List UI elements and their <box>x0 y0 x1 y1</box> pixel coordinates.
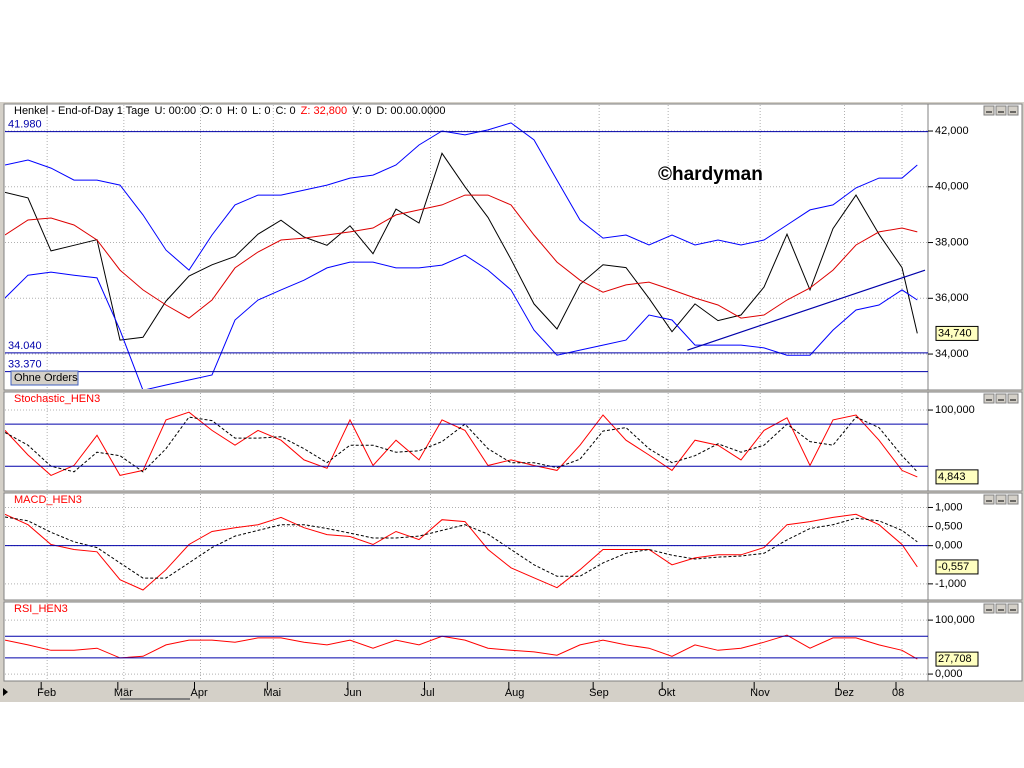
window-button[interactable] <box>1007 603 1019 614</box>
window-button[interactable] <box>995 603 1007 614</box>
x-tick-label: Sep <box>589 687 609 699</box>
y-tick-label: 42,000 <box>935 125 969 137</box>
scroll-arrow[interactable] <box>3 688 8 696</box>
reference-label: 33.370 <box>8 359 42 371</box>
series-line <box>5 254 918 389</box>
panel <box>3 391 1023 492</box>
info-item: U: 00:00 <box>155 105 197 117</box>
panel <box>3 103 1023 391</box>
x-tick-label: Aug <box>505 687 525 699</box>
x-tick-label: Jun <box>344 687 362 699</box>
last-value-label: 34,740 <box>938 327 972 339</box>
series-line <box>5 194 918 319</box>
reference-label: 34.040 <box>8 340 42 352</box>
scroll-thumb[interactable] <box>120 698 190 700</box>
series-line <box>5 513 918 591</box>
series-line <box>5 411 918 478</box>
series-line <box>5 152 918 341</box>
last-value-label: -0,557 <box>938 561 969 573</box>
last-value-label: 27,708 <box>938 653 972 665</box>
y-tick-label: 40,000 <box>935 181 969 193</box>
title-text: Henkel - End-of-Day 1 Tage <box>14 105 150 117</box>
panel-title: MACD_HEN3 <box>14 494 82 506</box>
series-line <box>5 122 918 271</box>
reference-label: 41.980 <box>8 118 42 130</box>
panel <box>3 492 1023 601</box>
y-tick-label: 1,000 <box>935 501 963 513</box>
y-tick-label: 0,000 <box>935 540 963 552</box>
y-tick-label: 34,000 <box>935 348 969 360</box>
info-item: D: 00.00.0000 <box>376 105 445 117</box>
x-tick-label: Apr <box>191 687 208 699</box>
last-value-box <box>935 559 979 575</box>
info-item: V: 0 <box>352 105 371 117</box>
panel-title: Henkel - End-of-Day 1 Tage U: 00:00 O: 0 H:… <box>14 105 445 117</box>
y-tick-label: 100,000 <box>935 614 975 626</box>
last-value-box <box>935 469 979 485</box>
y-tick-label: 0,000 <box>935 668 963 680</box>
window-button[interactable] <box>1007 494 1019 505</box>
info-item: O: 0 <box>201 105 222 117</box>
plot <box>5 105 928 389</box>
window-button[interactable] <box>1007 105 1019 116</box>
watermark: ©hardyman <box>658 164 763 185</box>
x-tick-label: Dez <box>835 687 855 699</box>
x-tick-label: Mär <box>114 687 133 699</box>
x-tick-label: Nov <box>750 687 770 699</box>
series-line <box>5 516 918 579</box>
x-tick-label: Mai <box>263 687 281 699</box>
plot <box>5 603 928 680</box>
window-button[interactable] <box>983 603 995 614</box>
window-button[interactable] <box>983 494 995 505</box>
x-tick-label: Jul <box>421 687 435 699</box>
button-label[interactable]: Ohne Orders <box>14 372 78 384</box>
y-tick-label: 0,500 <box>935 520 963 532</box>
x-tick-label: Okt <box>658 687 675 699</box>
y-tick-label: -1,000 <box>935 578 966 590</box>
window-button[interactable] <box>995 393 1007 404</box>
info-item: H: 0 <box>227 105 247 117</box>
panel <box>3 601 1023 682</box>
info-item: C: 0 <box>275 105 295 117</box>
series-line <box>5 416 918 473</box>
y-tick-label: 36,000 <box>935 292 969 304</box>
last-value-box <box>935 651 979 667</box>
time-axis <box>10 682 1022 700</box>
window-button[interactable] <box>983 393 995 404</box>
y-tick-label: 38,000 <box>935 236 969 248</box>
last-value-label: 4,843 <box>938 471 966 483</box>
y-tick-label: 100,000 <box>935 404 975 416</box>
panel-title: Stochastic_HEN3 <box>14 393 100 405</box>
trend-line <box>687 269 926 351</box>
x-tick-label: 08 <box>892 687 904 699</box>
window-button[interactable] <box>1007 393 1019 404</box>
series-line <box>5 634 918 660</box>
info-item: Z: 32,800 <box>301 105 347 117</box>
button[interactable] <box>10 370 79 386</box>
info-item: L: 0 <box>252 105 270 117</box>
x-tick-label: Feb <box>37 687 56 699</box>
window-button[interactable] <box>995 105 1007 116</box>
panel-title: RSI_HEN3 <box>14 603 68 615</box>
plot <box>5 393 928 490</box>
window-button[interactable] <box>995 494 1007 505</box>
last-value-box <box>935 325 979 341</box>
window-button[interactable] <box>983 105 995 116</box>
